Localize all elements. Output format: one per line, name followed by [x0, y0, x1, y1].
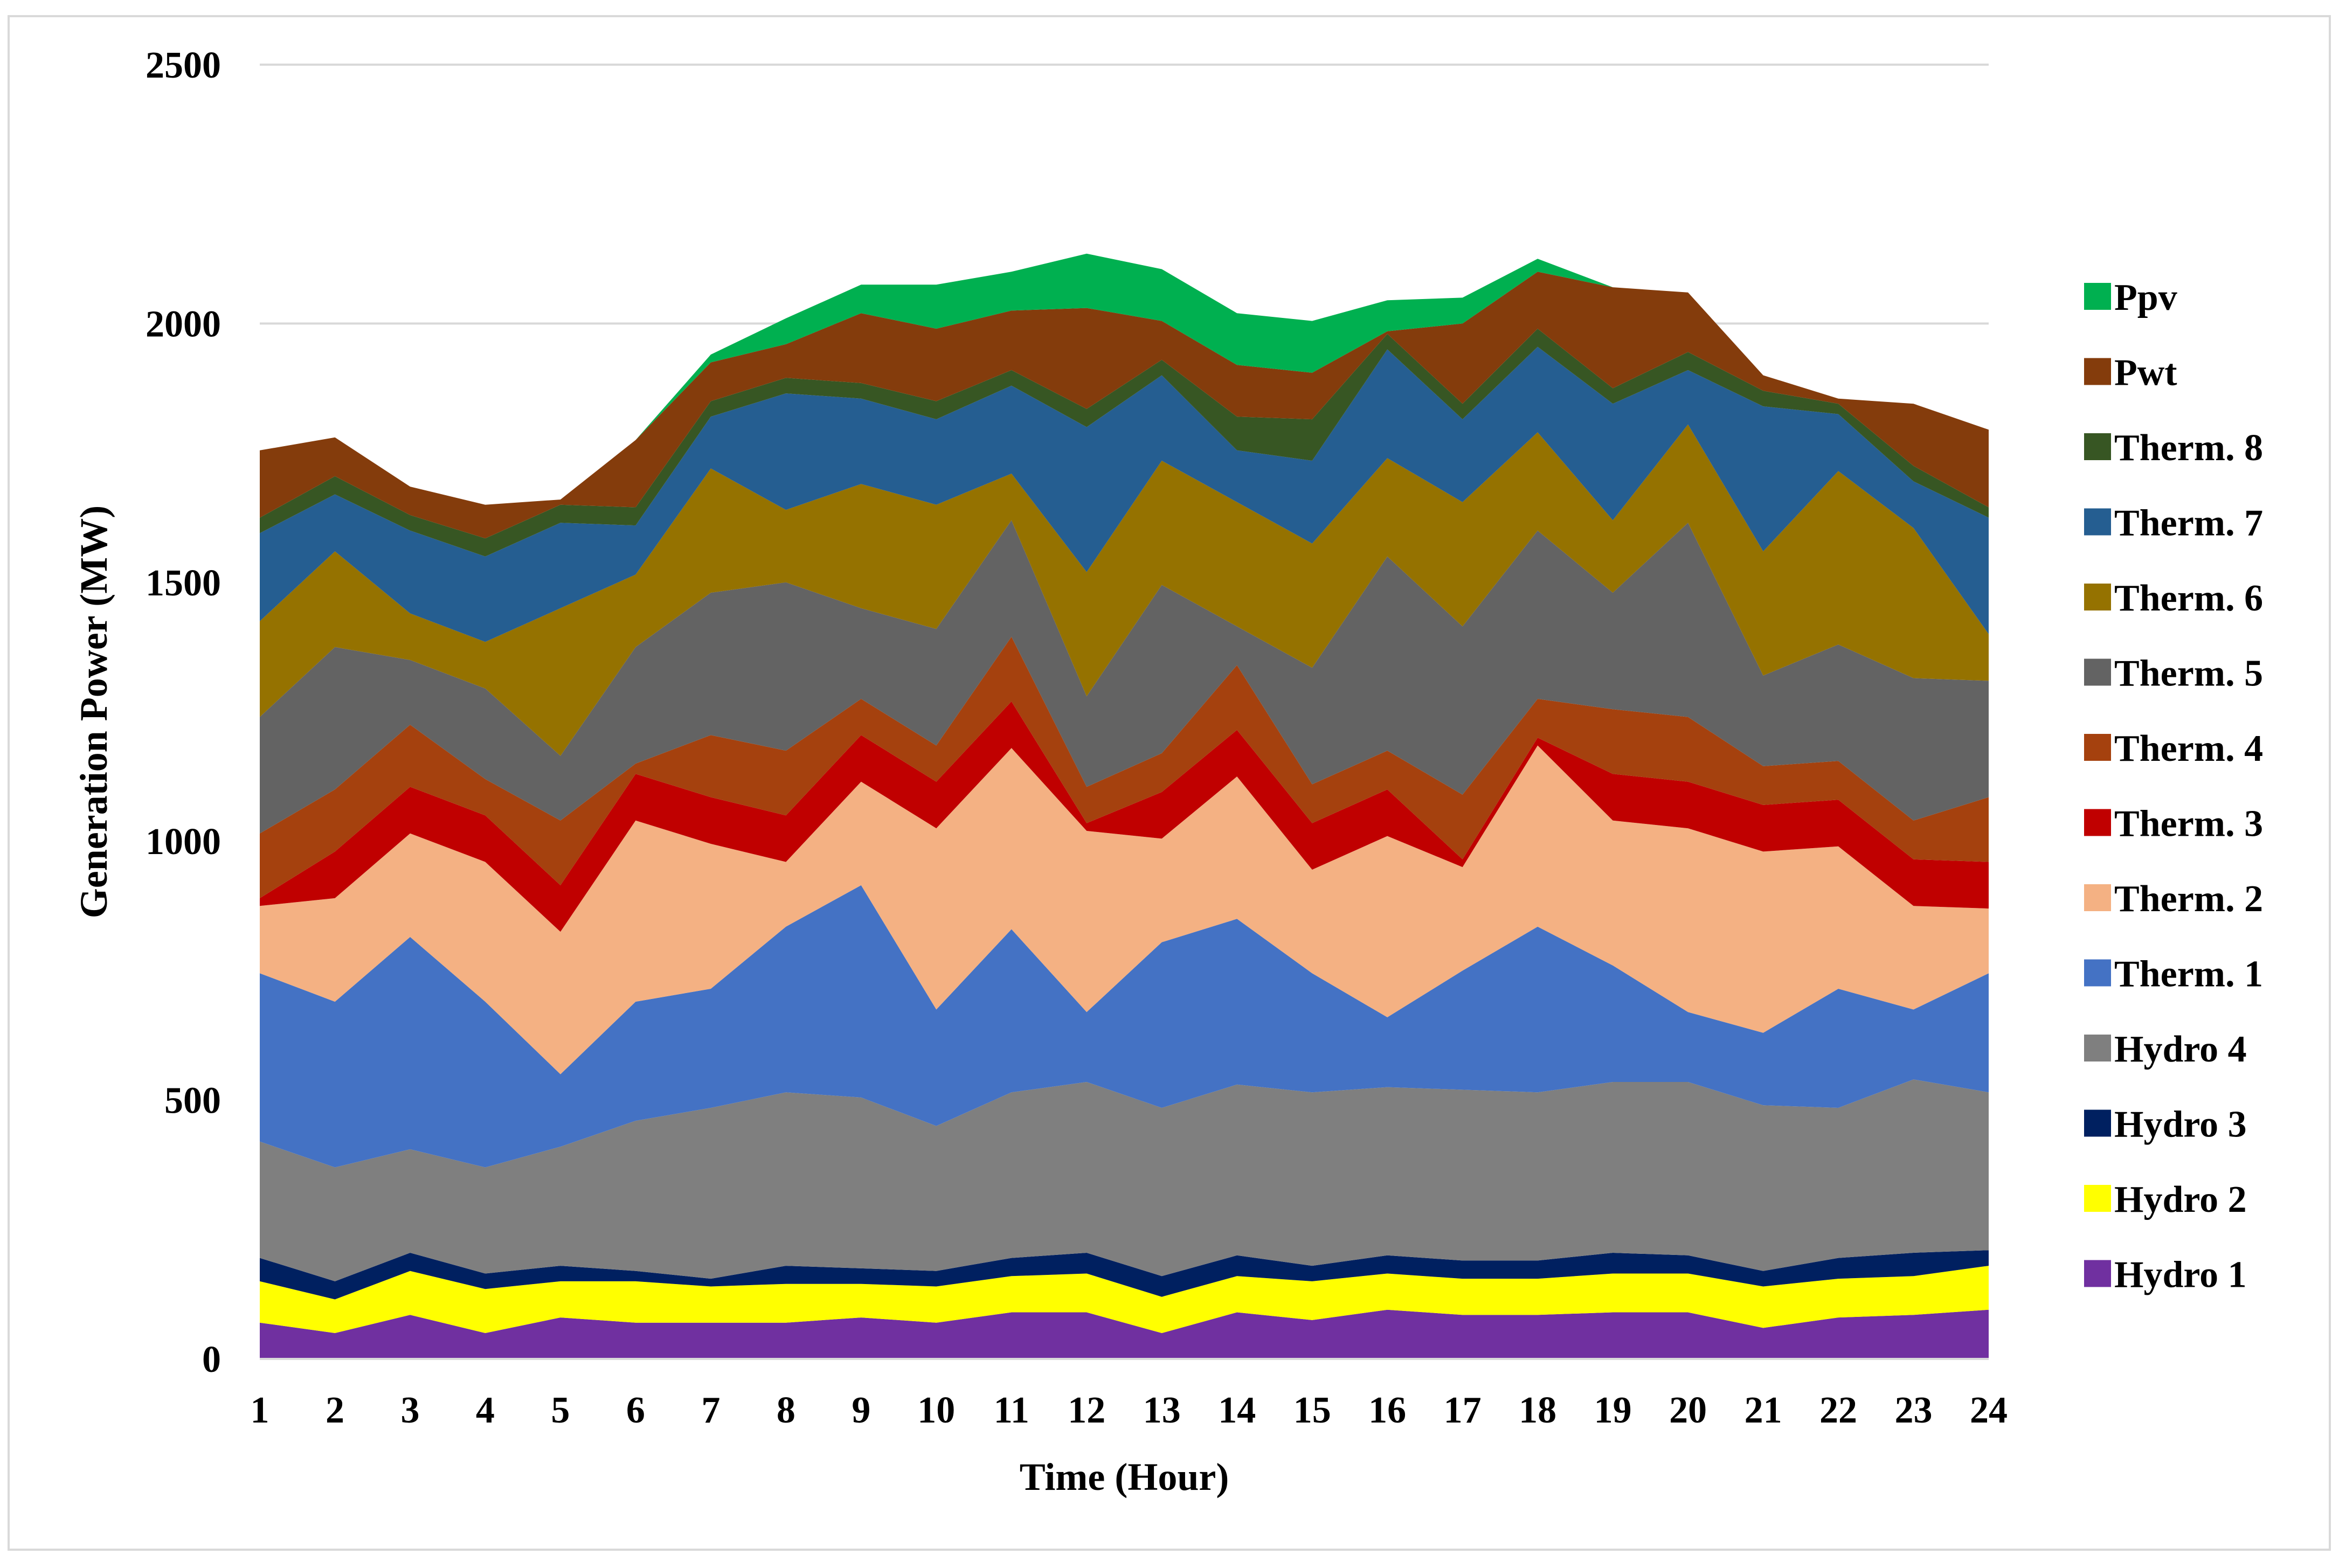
legend-label: Hydro 3 — [2114, 1104, 2247, 1146]
area-therm-6 — [260, 424, 1989, 756]
area-series-layer — [260, 253, 1989, 1359]
y-tick-label: 2000 — [146, 303, 221, 345]
legend-item-therm-6: Therm. 6 — [2084, 578, 2263, 619]
legend-swatch — [2084, 1260, 2111, 1287]
x-axis: 1 2 3 4 5 6 7 8 9 10 11 12 13 14 15 16 17 18 19 20 21 22 23 24 — [251, 1358, 2008, 1431]
area-hydro-1 — [260, 1309, 1989, 1359]
legend-label: Therm. 4 — [2114, 728, 2263, 769]
area-ppv — [260, 253, 1989, 505]
x-tick-label: 18 — [1519, 1390, 1556, 1431]
legend-item-hydro-1: Hydro 1 — [2084, 1254, 2247, 1296]
y-tick-label: 1000 — [146, 821, 221, 863]
legend-item-therm-1: Therm. 1 — [2084, 954, 2263, 995]
legend-item-therm-8: Therm. 8 — [2084, 427, 2263, 469]
y-axis-title: Generation Power (MW) — [72, 505, 115, 918]
legend-swatch — [2084, 734, 2111, 761]
legend-label: Therm. 1 — [2114, 954, 2263, 995]
area-therm-4 — [260, 636, 1989, 898]
x-tick-label: 17 — [1444, 1390, 1482, 1431]
y-tick-label: 500 — [164, 1080, 221, 1122]
legend-label: Hydro 1 — [2114, 1254, 2247, 1296]
legend-label: Therm. 3 — [2114, 803, 2263, 845]
y-tick-label: 2500 — [146, 45, 221, 86]
x-tick-label: 12 — [1068, 1390, 1105, 1431]
x-tick-label: 11 — [994, 1390, 1029, 1431]
x-tick-label: 9 — [852, 1390, 870, 1431]
x-tick-label: 4 — [476, 1390, 495, 1431]
area-therm-2 — [260, 745, 1989, 1074]
x-axis-title: Time (Hour) — [1020, 1455, 1229, 1498]
legend-swatch — [2084, 959, 2111, 987]
legend-item-pwt: Pwt — [2084, 352, 2177, 394]
x-tick-label: 23 — [1895, 1390, 1933, 1431]
legend-swatch — [2084, 809, 2111, 836]
x-tick-label: 8 — [777, 1390, 795, 1431]
x-tick-label: 2 — [326, 1390, 344, 1431]
legend-label: Therm. 7 — [2114, 503, 2263, 544]
x-tick-label: 20 — [1669, 1390, 1707, 1431]
x-tick-label: 14 — [1218, 1390, 1256, 1431]
x-tick-label: 15 — [1293, 1390, 1331, 1431]
legend-label: Therm. 6 — [2114, 578, 2263, 619]
y-tick-label: 0 — [202, 1339, 221, 1380]
x-tick-label: 6 — [626, 1390, 645, 1431]
x-tick-label: 5 — [551, 1390, 570, 1431]
area-therm-1 — [260, 885, 1989, 1168]
legend-item-therm-2: Therm. 2 — [2084, 878, 2263, 920]
legend-label: Therm. 2 — [2114, 878, 2263, 920]
legend-label: Therm. 8 — [2114, 427, 2263, 469]
legend-label: Therm. 5 — [2114, 653, 2263, 695]
legend-swatch — [2084, 433, 2111, 460]
legend-swatch — [2084, 358, 2111, 385]
area-hydro-4 — [260, 1079, 1989, 1281]
legend: Ppv Pwt Therm. 8 Therm. 7 Therm. 6 Therm. 5 Th… — [2084, 277, 2263, 1296]
legend-item-therm-4: Therm. 4 — [2084, 728, 2263, 769]
area-therm-7 — [260, 346, 1989, 642]
legend-item-ppv: Ppv — [2084, 277, 2177, 318]
area-therm-8 — [260, 329, 1989, 557]
legend-swatch — [2084, 584, 2111, 610]
legend-label: Pwt — [2114, 352, 2177, 394]
x-tick-label: 21 — [1745, 1390, 1782, 1431]
legend-item-therm-7: Therm. 7 — [2084, 503, 2263, 544]
x-tick-label: 22 — [1819, 1390, 1857, 1431]
legend-label: Hydro 2 — [2114, 1179, 2247, 1220]
area-therm-5 — [260, 520, 1989, 834]
legend-label: Hydro 4 — [2114, 1029, 2247, 1070]
legend-swatch — [2084, 1185, 2111, 1212]
area-therm-3 — [260, 701, 1989, 932]
y-axis: 0 500 1000 1500 2000 2500 — [146, 45, 221, 1380]
x-tick-label: 13 — [1143, 1390, 1181, 1431]
legend-label: Ppv — [2114, 277, 2177, 318]
x-tick-label: 7 — [701, 1390, 720, 1431]
legend-swatch — [2084, 884, 2111, 911]
area-hydro-2 — [260, 1266, 1989, 1333]
legend-swatch — [2084, 1109, 2111, 1137]
legend-item-hydro-3: Hydro 3 — [2084, 1104, 2247, 1146]
x-tick-label: 16 — [1368, 1390, 1406, 1431]
legend-item-hydro-4: Hydro 4 — [2084, 1029, 2247, 1070]
x-tick-label: 19 — [1594, 1390, 1632, 1431]
legend-swatch — [2084, 508, 2111, 536]
legend-swatch — [2084, 283, 2111, 310]
legend-item-therm-3: Therm. 3 — [2084, 803, 2263, 845]
legend-swatch — [2084, 1035, 2111, 1061]
x-tick-label: 3 — [400, 1390, 419, 1431]
x-tick-label: 1 — [251, 1390, 269, 1431]
x-tick-label: 24 — [1970, 1390, 2008, 1431]
x-tick-label: 10 — [917, 1390, 955, 1431]
legend-item-hydro-2: Hydro 2 — [2084, 1179, 2247, 1220]
legend-item-therm-5: Therm. 5 — [2084, 653, 2263, 695]
area-hydro-3 — [260, 1250, 1989, 1300]
area-pwt — [260, 272, 1989, 539]
y-tick-label: 1500 — [146, 563, 221, 604]
legend-swatch — [2084, 658, 2111, 686]
